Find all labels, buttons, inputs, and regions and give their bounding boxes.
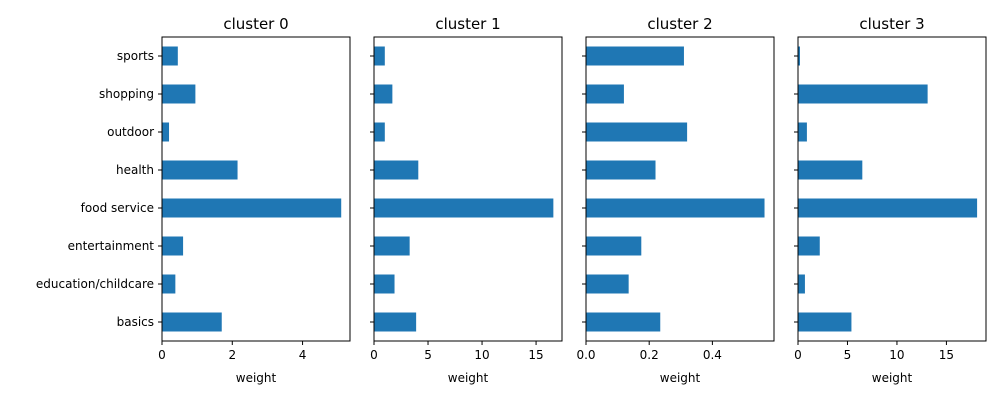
bar-shopping [374, 84, 393, 104]
bar-health [374, 160, 419, 180]
bar-entertainment [798, 236, 820, 256]
bar-food-service [162, 198, 342, 218]
bar-shopping [798, 84, 928, 104]
axes-frame [585, 36, 775, 342]
x-tick-label: 2 [228, 348, 236, 362]
y-tick-label: outdoor [107, 125, 154, 139]
y-tick-label: basics [117, 315, 154, 329]
bar-education-childcare [374, 274, 395, 294]
bar-basics [374, 312, 417, 332]
bar-health [162, 160, 238, 180]
x-tick-label: 15 [528, 348, 543, 362]
bar-sports [162, 46, 178, 66]
axes-frame [161, 36, 351, 342]
x-axis-label: weight [236, 371, 277, 385]
y-tick-label: shopping [99, 87, 154, 101]
bar-outdoor [162, 122, 170, 142]
bar-education-childcare [586, 274, 629, 294]
x-tick-label: 5 [844, 348, 852, 362]
bar-outdoor [798, 122, 807, 142]
axes-frame [797, 36, 987, 342]
bar-basics [162, 312, 222, 332]
subplot-title: cluster 2 [647, 15, 712, 33]
x-tick-label: 0.0 [576, 348, 595, 362]
x-tick-label: 15 [939, 348, 954, 362]
bar-outdoor [586, 122, 688, 142]
subplot-cluster-1: 0 5 10 15 cluster 1 weight [370, 15, 563, 385]
bar-outdoor [374, 122, 385, 142]
subplots-container: sports shopping outdoor health food service e… [36, 15, 987, 385]
subplot-cluster-2: 0.0 0.2 0.4 cluster 2 weight [576, 15, 775, 385]
x-tick-label: 4 [299, 348, 307, 362]
x-tick-label: 0.4 [703, 348, 722, 362]
bar-education-childcare [798, 274, 805, 294]
subplot-cluster-0: sports shopping outdoor health food service e… [36, 15, 351, 385]
y-tick-label: entertainment [68, 239, 155, 253]
x-axis-label: weight [872, 371, 913, 385]
y-tick-label: health [116, 163, 154, 177]
x-tick-label: 0 [794, 348, 802, 362]
bar-sports [586, 46, 684, 66]
bar-shopping [586, 84, 624, 104]
bar-entertainment [162, 236, 184, 256]
subplot-title: cluster 1 [435, 15, 500, 33]
x-tick-label: 5 [424, 348, 432, 362]
bar-entertainment [374, 236, 410, 256]
subplot-cluster-3: 0 5 10 15 cluster 3 weight [794, 15, 987, 385]
axes-frame [373, 36, 563, 342]
y-tick-label: food service [81, 201, 154, 215]
bar-sports [374, 46, 385, 66]
subplot-title: cluster 3 [859, 15, 924, 33]
y-tick-label: sports [117, 49, 154, 63]
bar-food-service [374, 198, 554, 218]
x-tick-label: 10 [889, 348, 904, 362]
x-tick-label: 10 [474, 348, 489, 362]
x-axis-label: weight [660, 371, 701, 385]
bar-food-service [586, 198, 765, 218]
bar-education-childcare [162, 274, 176, 294]
bar-shopping [162, 84, 196, 104]
subplot-title: cluster 0 [223, 15, 288, 33]
bar-basics [586, 312, 661, 332]
bar-health [798, 160, 863, 180]
bar-food-service [798, 198, 978, 218]
bar-sports [798, 46, 800, 66]
x-tick-label: 0 [370, 348, 378, 362]
x-tick-label: 0.2 [640, 348, 659, 362]
x-tick-label: 0 [158, 348, 166, 362]
bar-entertainment [586, 236, 642, 256]
x-axis-label: weight [448, 371, 489, 385]
bar-health [586, 160, 656, 180]
y-tick-label: education/childcare [36, 277, 154, 291]
bar-basics [798, 312, 852, 332]
